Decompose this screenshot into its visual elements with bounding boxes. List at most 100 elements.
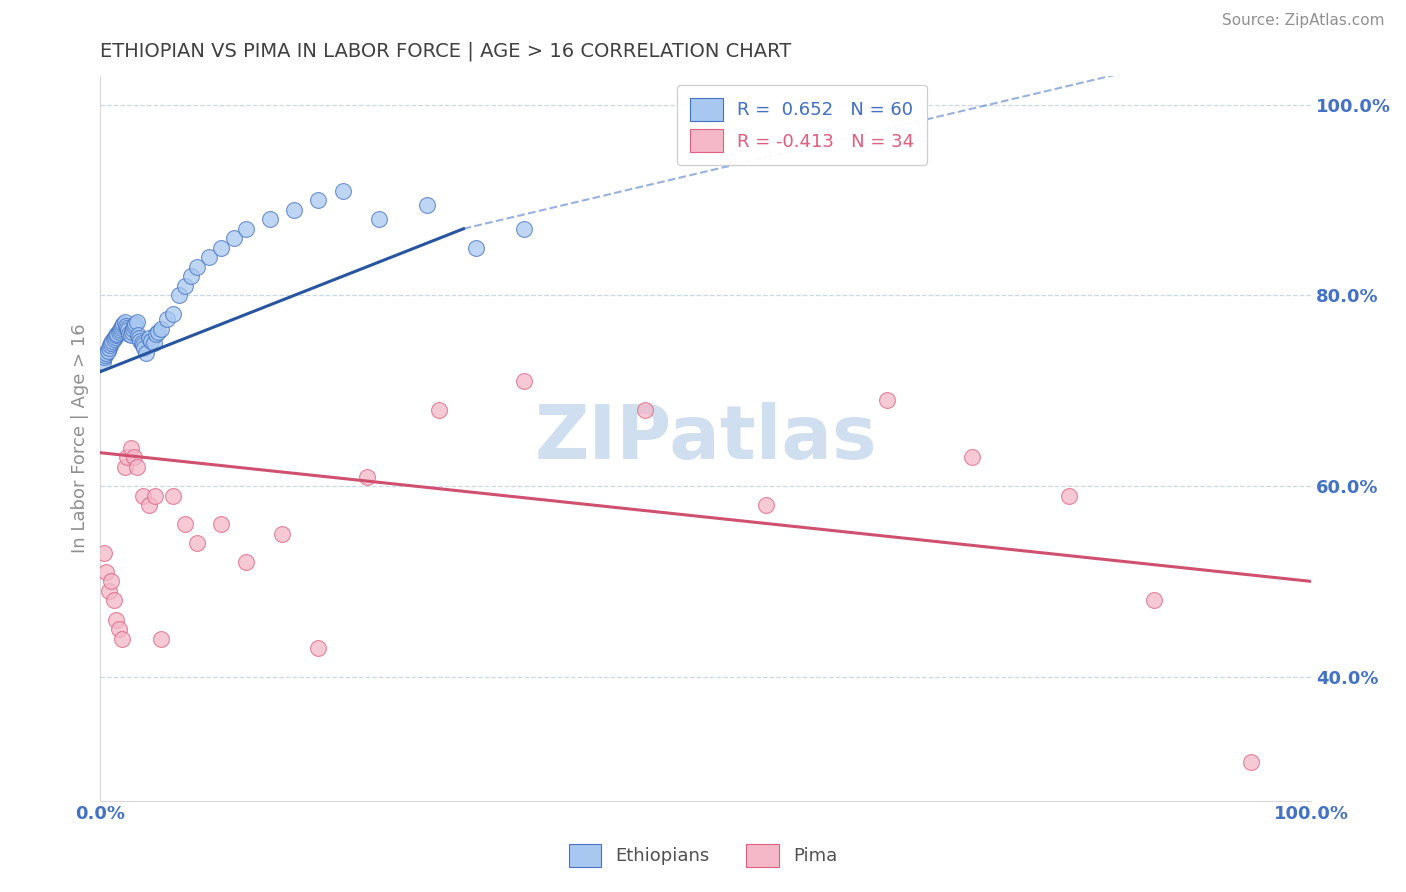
Point bbox=[104, 330, 127, 344]
Point bbox=[960, 450, 983, 465]
Point bbox=[209, 517, 232, 532]
Point bbox=[235, 555, 257, 569]
Point bbox=[1239, 756, 1261, 770]
Point bbox=[125, 315, 148, 329]
Point bbox=[129, 334, 152, 348]
Point bbox=[103, 593, 125, 607]
Point bbox=[100, 336, 122, 351]
Point bbox=[131, 336, 153, 351]
Point bbox=[111, 318, 134, 333]
Point bbox=[100, 574, 122, 589]
Text: Source: ZipAtlas.com: Source: ZipAtlas.com bbox=[1222, 13, 1385, 29]
Legend: R =  0.652   N = 60, R = -0.413   N = 34: R = 0.652 N = 60, R = -0.413 N = 34 bbox=[678, 86, 927, 165]
Point bbox=[162, 308, 184, 322]
Point bbox=[105, 328, 128, 343]
Point bbox=[122, 318, 145, 333]
Point bbox=[125, 460, 148, 475]
Point bbox=[97, 583, 120, 598]
Point bbox=[513, 221, 536, 235]
Point bbox=[120, 328, 142, 343]
Point bbox=[93, 546, 115, 560]
Point bbox=[149, 322, 172, 336]
Point bbox=[141, 334, 163, 348]
Point bbox=[198, 250, 221, 264]
Legend: Ethiopians, Pima: Ethiopians, Pima bbox=[561, 837, 845, 874]
Point bbox=[755, 498, 778, 512]
Point bbox=[138, 331, 160, 345]
Point bbox=[1057, 489, 1080, 503]
Point bbox=[138, 498, 160, 512]
Point bbox=[107, 622, 129, 636]
Point bbox=[186, 536, 208, 550]
Point bbox=[121, 325, 143, 339]
Point bbox=[283, 202, 305, 217]
Point bbox=[332, 184, 354, 198]
Point bbox=[114, 315, 136, 329]
Point bbox=[132, 489, 155, 503]
Point bbox=[97, 341, 120, 355]
Point bbox=[259, 212, 281, 227]
Point bbox=[115, 321, 138, 335]
Point bbox=[117, 323, 139, 337]
Point bbox=[416, 198, 439, 212]
Point bbox=[156, 312, 179, 326]
Point bbox=[128, 331, 150, 345]
Point bbox=[148, 325, 170, 339]
Point bbox=[235, 221, 257, 235]
Point bbox=[122, 450, 145, 465]
Point bbox=[145, 326, 167, 341]
Point bbox=[98, 338, 121, 352]
Point bbox=[464, 241, 486, 255]
Point bbox=[122, 322, 145, 336]
Point bbox=[132, 338, 155, 352]
Point bbox=[356, 469, 378, 483]
Point bbox=[174, 279, 197, 293]
Point bbox=[149, 632, 172, 646]
Point bbox=[222, 231, 245, 245]
Point bbox=[124, 317, 146, 331]
Point bbox=[162, 489, 184, 503]
Text: ETHIOPIAN VS PIMA IN LABOR FORCE | AGE > 16 CORRELATION CHART: ETHIOPIAN VS PIMA IN LABOR FORCE | AGE >… bbox=[100, 42, 792, 62]
Point bbox=[115, 450, 138, 465]
Point bbox=[180, 269, 202, 284]
Point bbox=[108, 323, 131, 337]
Point bbox=[127, 328, 149, 343]
Point bbox=[876, 393, 898, 408]
Point bbox=[103, 332, 125, 346]
Point bbox=[101, 334, 124, 348]
Point bbox=[132, 341, 155, 355]
Point bbox=[96, 565, 118, 579]
Point bbox=[96, 345, 118, 359]
Point bbox=[367, 212, 389, 227]
Point bbox=[118, 326, 141, 341]
Point bbox=[93, 351, 115, 365]
Point bbox=[94, 347, 117, 361]
Point bbox=[167, 288, 190, 302]
Y-axis label: In Labor Force | Age > 16: In Labor Force | Age > 16 bbox=[72, 324, 89, 553]
Point bbox=[105, 613, 128, 627]
Point bbox=[307, 193, 329, 207]
Point bbox=[111, 632, 134, 646]
Point bbox=[142, 336, 165, 351]
Point bbox=[634, 402, 657, 417]
Point bbox=[114, 318, 136, 333]
Point bbox=[114, 460, 136, 475]
Point bbox=[174, 517, 197, 532]
Point bbox=[271, 526, 294, 541]
Point bbox=[112, 317, 135, 331]
Point bbox=[209, 241, 232, 255]
Point bbox=[135, 345, 157, 359]
Point bbox=[97, 343, 120, 358]
Point bbox=[143, 489, 166, 503]
Point bbox=[91, 355, 114, 369]
Point bbox=[1143, 593, 1166, 607]
Point bbox=[307, 641, 329, 656]
Point bbox=[186, 260, 208, 274]
Point bbox=[427, 402, 450, 417]
Point bbox=[120, 441, 142, 455]
Point bbox=[110, 321, 132, 335]
Point bbox=[105, 326, 128, 341]
Point bbox=[513, 374, 536, 388]
Point bbox=[107, 325, 129, 339]
Text: ZIPatlas: ZIPatlas bbox=[534, 402, 877, 475]
